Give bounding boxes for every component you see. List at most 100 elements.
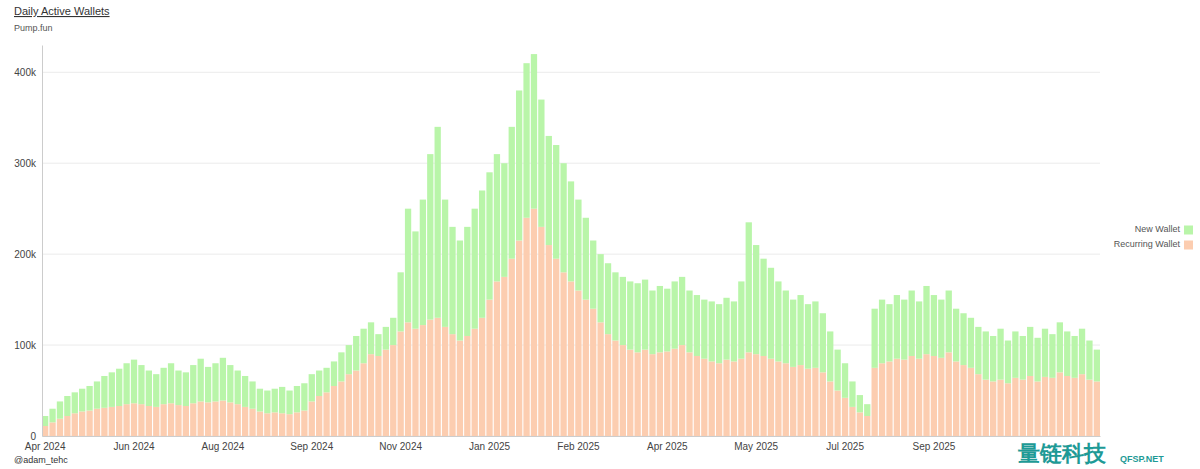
x-tick: Jun 2024 xyxy=(113,436,155,452)
bar-segment xyxy=(686,352,692,436)
y-tick: 100k xyxy=(14,340,42,351)
bar-segment xyxy=(546,136,552,245)
bar-segment xyxy=(560,163,566,272)
bar-segment xyxy=(301,383,307,410)
bar-segment xyxy=(123,363,129,404)
bar-segment xyxy=(479,190,485,317)
bar-segment xyxy=(694,295,700,356)
bar-segment xyxy=(894,295,900,359)
bar-segment xyxy=(435,318,441,436)
bar-segment xyxy=(49,409,55,423)
bar-segment xyxy=(175,371,181,406)
bar-segment xyxy=(723,298,729,360)
bar-segment xyxy=(220,401,226,436)
bar-segment xyxy=(1086,341,1092,380)
bar-segment xyxy=(123,404,129,436)
bar-segment xyxy=(405,209,411,323)
x-tick-label: Nov 2024 xyxy=(379,441,422,452)
bar-segment xyxy=(805,304,811,369)
bar-segment xyxy=(834,391,840,436)
bar-segment xyxy=(501,277,507,436)
bar-segment xyxy=(79,389,85,412)
bar-segment xyxy=(686,291,692,353)
x-tick-label: Apr 2025 xyxy=(647,441,688,452)
bar-segment xyxy=(642,280,648,350)
bar-segment xyxy=(857,412,863,436)
bar-segment xyxy=(857,395,863,412)
bar-segment xyxy=(820,313,826,372)
bar-segment xyxy=(975,374,981,436)
title: Daily Active Wallets xyxy=(14,5,110,17)
bar-segment xyxy=(249,409,255,436)
bar-segment xyxy=(575,200,581,291)
bar-segment xyxy=(620,277,626,345)
bar-segment xyxy=(531,209,537,436)
x-tick: Sep 2024 xyxy=(290,436,333,452)
legend-label: Recurring Wallet xyxy=(1114,239,1181,249)
bar-segment xyxy=(86,386,92,411)
legend-swatch xyxy=(1184,241,1193,250)
bar-segment xyxy=(886,361,892,436)
bar-segment xyxy=(901,360,907,436)
bar-segment xyxy=(879,300,885,364)
bar-segment xyxy=(568,281,574,436)
bar-segment xyxy=(1079,329,1085,374)
bar-segment xyxy=(1034,381,1040,436)
bar-segment xyxy=(842,363,848,398)
y-tick: 300k xyxy=(14,158,42,169)
bar-segment xyxy=(672,281,678,348)
bar-segment xyxy=(1027,327,1033,376)
bar-segment xyxy=(1071,336,1077,378)
bar-segment xyxy=(375,334,381,356)
bar-segment xyxy=(264,413,270,436)
x-tick-label: Jul 2025 xyxy=(826,441,864,452)
bar-segment xyxy=(227,402,233,436)
bar-segment xyxy=(212,363,218,401)
bar-segment xyxy=(1064,376,1070,436)
bar-segment xyxy=(420,200,426,325)
bar-segment xyxy=(49,422,55,436)
bar-segment xyxy=(57,401,63,418)
x-tick: May 2025 xyxy=(734,436,778,452)
bar-segment xyxy=(412,329,418,436)
bar-segment xyxy=(1020,380,1026,436)
bar-segment xyxy=(931,356,937,436)
bar-segment xyxy=(968,318,974,368)
bar-segment xyxy=(272,389,278,413)
bar-segment xyxy=(405,322,411,436)
bar-segment xyxy=(57,419,63,436)
bar-segment xyxy=(923,354,929,436)
bar-segment xyxy=(679,277,685,345)
bar-segment xyxy=(1057,372,1063,436)
bar-segment xyxy=(161,368,167,404)
bar-segment xyxy=(849,381,855,406)
bar-segment xyxy=(183,406,189,436)
bar-segment xyxy=(760,259,766,356)
bar-segment xyxy=(131,360,137,404)
bar-segment xyxy=(560,272,566,436)
x-tick: Apr 2025 xyxy=(647,436,688,452)
bar-segment xyxy=(257,389,263,412)
bar-segment xyxy=(775,281,781,361)
bar-segment xyxy=(716,363,722,436)
bar-segment xyxy=(472,329,478,436)
bar-segment xyxy=(597,254,603,322)
bar-segment xyxy=(805,369,811,436)
bar-segment xyxy=(368,322,374,354)
bar-segment xyxy=(486,300,492,436)
legend-label: New Wallet xyxy=(1135,224,1181,234)
bar-segment xyxy=(383,327,389,350)
bar-segment xyxy=(464,227,470,336)
bar-segment xyxy=(383,350,389,436)
bar-segment xyxy=(323,392,329,436)
bar-segment xyxy=(1012,331,1018,377)
bar-segment xyxy=(146,406,152,436)
bar-segment xyxy=(390,318,396,345)
bar-segment xyxy=(583,300,589,436)
bar-segment xyxy=(309,401,315,436)
bar-segment xyxy=(1064,331,1070,376)
bar-segment xyxy=(997,380,1003,436)
bar-segment xyxy=(509,127,515,259)
bar-segment xyxy=(427,320,433,436)
bar-segment xyxy=(842,398,848,436)
